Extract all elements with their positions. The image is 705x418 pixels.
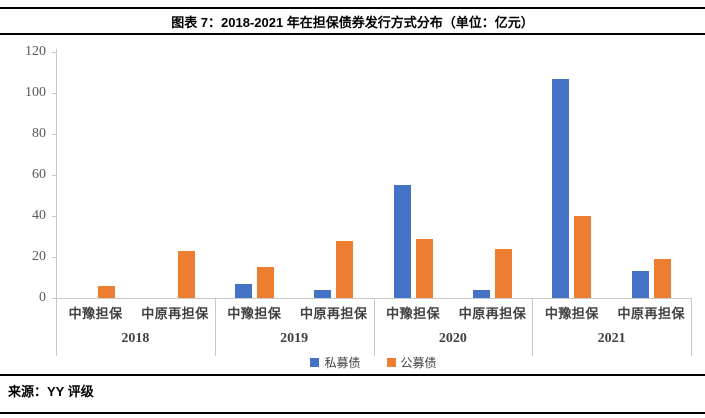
bar-公募债-2021 中原再担保	[653, 259, 671, 298]
bar-私募债-2020 中豫担保	[393, 185, 411, 298]
year-label: 2019	[280, 331, 309, 346]
legend-item-私募债: 私募债	[310, 354, 361, 371]
top-divider	[0, 7, 705, 9]
bar-公募债-2021 中豫担保	[574, 216, 592, 298]
category-group-separator	[373, 298, 375, 356]
bar-私募债-2021 中原再担保	[631, 271, 649, 298]
category-group-separator	[56, 298, 57, 356]
y-axis-tick	[52, 52, 56, 53]
category-label: 中豫担保	[386, 306, 441, 321]
source-label: 来源：YY 评级	[8, 384, 94, 399]
chart-title: 图表 7：2018-2021 年在担保债券发行方式分布（单位：亿元）	[171, 15, 534, 30]
footer-divider	[0, 374, 705, 376]
category-group-separator	[214, 298, 216, 356]
category-label: 中原再担保	[300, 306, 368, 321]
title-divider	[0, 33, 705, 35]
bar-私募债-2021 中豫担保	[552, 78, 570, 298]
legend-item-公募债: 公募债	[386, 354, 437, 371]
chart-legend: 私募债 公募债	[56, 354, 691, 371]
legend-swatch-icon	[310, 358, 320, 367]
bar-私募债-2019 中原再担保	[314, 289, 332, 298]
y-axis-tick	[52, 134, 56, 135]
year-label: 2020	[438, 331, 467, 346]
bar-公募债-2020 中豫担保	[415, 238, 433, 298]
bar-公募债-2018 中豫担保	[98, 285, 116, 298]
y-axis-line	[56, 49, 57, 298]
bar-公募债-2018 中原再担保	[177, 250, 195, 298]
category-group-separator	[532, 298, 534, 356]
category-group-separator	[691, 298, 692, 356]
y-axis-tick	[52, 257, 56, 258]
bar-公募债-2019 中原再担保	[336, 240, 354, 298]
category-label: 中原再担保	[458, 306, 527, 321]
y-axis-tick	[52, 175, 56, 176]
category-label: 中豫担保	[227, 306, 282, 321]
category-label: 中原再担保	[617, 306, 686, 321]
y-axis-tick-label: 60	[32, 167, 46, 182]
bar-私募债-2019 中豫担保	[234, 283, 252, 298]
y-axis-tick	[52, 216, 56, 217]
y-axis-tick-label: 20	[32, 249, 46, 264]
legend-swatch-icon	[386, 358, 396, 367]
bar-公募债-2020 中原再担保	[495, 248, 513, 298]
y-axis-tick-label: 100	[25, 85, 46, 100]
bar-私募债-2020 中原再担保	[473, 289, 491, 298]
chart-area: 0 20 40 60 80 100 120 中豫担保 中原再担保 中豫担保 中原再担保 中豫担保 中原再…	[0, 40, 705, 374]
y-axis-tick-label: 0	[39, 290, 46, 305]
y-axis-tick-label: 80	[32, 126, 46, 141]
bar-公募债-2019 中豫担保	[256, 267, 274, 298]
legend-label: 公募债	[400, 356, 437, 370]
year-label: 2018	[121, 331, 150, 346]
y-axis-tick-label: 120	[25, 44, 46, 59]
year-label: 2021	[597, 331, 626, 346]
category-label: 中原再担保	[141, 306, 209, 321]
y-axis-tick-label: 40	[32, 208, 46, 223]
bottom-divider	[0, 412, 705, 414]
y-axis-tick	[52, 93, 56, 94]
y-axis-tick	[52, 298, 56, 299]
legend-label: 私募债	[324, 356, 361, 370]
category-label: 中豫担保	[68, 306, 123, 321]
category-label: 中豫担保	[544, 306, 599, 321]
